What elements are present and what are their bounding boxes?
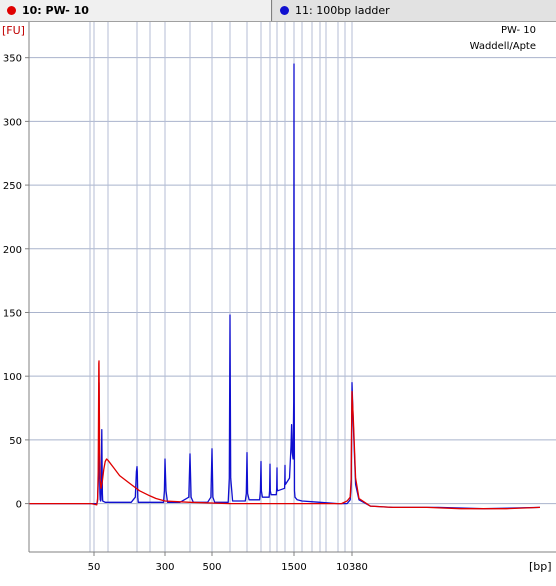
- y-tick-label-150: 150: [3, 308, 22, 319]
- x-tick-label-300: 300: [155, 562, 174, 573]
- tab-bar: 10: PW- 10 11: 100bp ladder: [0, 0, 556, 22]
- y-tick-label-100: 100: [3, 372, 22, 383]
- data-series: [29, 63, 541, 510]
- y-axis-ticks: 0 50 100 150 200 250 300 350: [3, 54, 29, 511]
- y-tick-label-300: 300: [3, 117, 22, 128]
- x-tick-label-1500: 1500: [281, 562, 306, 573]
- x-tick-label-50: 50: [88, 562, 101, 573]
- x-tick-label-10380: 10380: [336, 562, 368, 573]
- tab-ladder[interactable]: 11: 100bp ladder: [273, 0, 556, 21]
- y-tick-label-250: 250: [3, 181, 22, 192]
- y-tick-label-350: 350: [3, 54, 22, 65]
- blue-dot-icon: [280, 6, 289, 15]
- y-axis-label: [FU]: [2, 24, 25, 37]
- y-tick-label-0: 0: [16, 500, 22, 511]
- tab-ladder-label: 11: 100bp ladder: [295, 4, 390, 17]
- x-tick-label-500: 500: [202, 562, 221, 573]
- x-axis-label: [bp]: [529, 560, 552, 573]
- tab-sample-pw10-label: 10: PW- 10: [22, 4, 89, 17]
- ladder-trace: [29, 63, 541, 510]
- x-axis-ticks: 50 300 500 1500 10380: [88, 552, 368, 573]
- tab-sample-pw10[interactable]: 10: PW- 10: [0, 0, 272, 21]
- chart-subtitle: Waddell/Apte: [470, 41, 536, 52]
- grid: [29, 57, 556, 505]
- red-dot-icon: [7, 6, 16, 15]
- y-tick-label-50: 50: [9, 436, 22, 447]
- chart-title: PW- 10: [501, 25, 536, 36]
- y-tick-label-200: 200: [3, 245, 22, 256]
- sample-trace: [29, 360, 541, 510]
